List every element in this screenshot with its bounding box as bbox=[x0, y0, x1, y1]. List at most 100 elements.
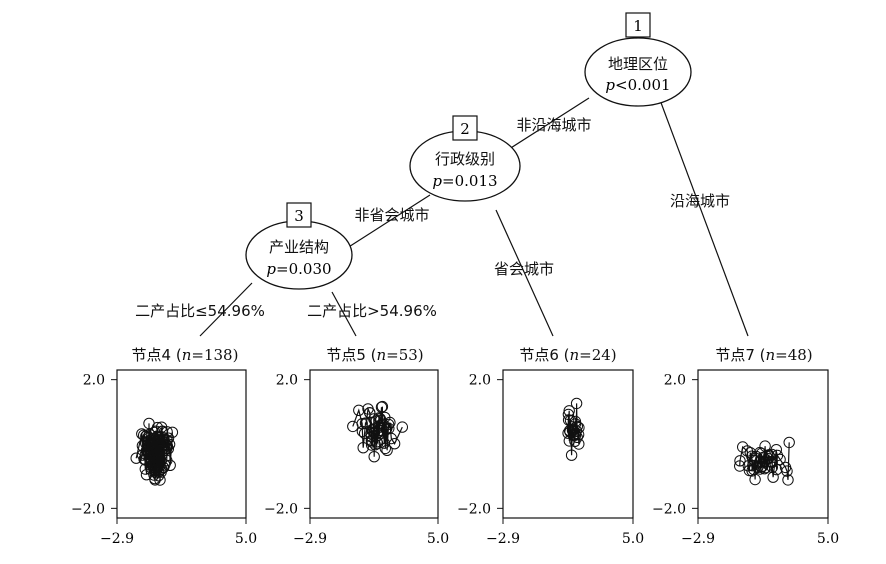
x-tick-label: −2.9 bbox=[293, 531, 327, 547]
data-point bbox=[766, 455, 778, 468]
data-point bbox=[357, 442, 369, 454]
node-id-box bbox=[625, 12, 651, 38]
leaf-prefix: 节点7 ( bbox=[715, 346, 765, 364]
data-point bbox=[148, 446, 160, 458]
data-point bbox=[734, 460, 746, 472]
x-tick-label: 5.0 bbox=[622, 531, 644, 547]
data-point bbox=[143, 432, 155, 444]
leaf-title-5: 节点5 (n=53) bbox=[326, 346, 423, 364]
p-symbol: p bbox=[266, 260, 276, 278]
data-point bbox=[353, 404, 365, 416]
data-point bbox=[565, 449, 578, 461]
node-ellipse bbox=[584, 37, 692, 107]
scatter-panel-node-6: 2.0 −2.0 −2.9 5.0 bbox=[457, 369, 644, 547]
panel-frame bbox=[502, 369, 634, 519]
panel-frame bbox=[116, 369, 247, 519]
data-point bbox=[774, 453, 786, 466]
edge-3-5 bbox=[331, 291, 357, 337]
data-point bbox=[781, 465, 793, 477]
fit-line bbox=[352, 406, 403, 457]
p-op: = bbox=[442, 172, 455, 190]
data-point bbox=[396, 421, 408, 433]
data-point bbox=[572, 428, 585, 441]
data-point bbox=[374, 413, 386, 425]
data-point bbox=[143, 428, 156, 441]
data-point bbox=[757, 457, 769, 469]
y-tick-label: 2.0 bbox=[276, 373, 298, 389]
data-point bbox=[375, 401, 388, 413]
data-point bbox=[379, 411, 391, 424]
node-id: 2 bbox=[460, 120, 470, 138]
edge-label-secondary-gt: 二产占比>54.96% bbox=[307, 302, 437, 320]
data-point bbox=[152, 461, 164, 474]
edge-2-3 bbox=[343, 194, 431, 251]
edge-label-secondary-le: 二产占比≤54.96% bbox=[135, 302, 265, 320]
data-point bbox=[371, 437, 384, 450]
node-id-box bbox=[286, 202, 312, 228]
data-point bbox=[758, 463, 771, 475]
n-symbol: n bbox=[376, 346, 386, 364]
data-point bbox=[166, 426, 179, 438]
leaf-prefix: 节点5 ( bbox=[326, 346, 376, 364]
edge-label-non-capital: 非省会城市 bbox=[354, 206, 429, 224]
leaf-prefix: 节点6 ( bbox=[519, 346, 569, 364]
node-pvalue: p=0.030 bbox=[266, 260, 331, 278]
data-point bbox=[130, 452, 142, 464]
node-title: 行政级别 bbox=[435, 150, 495, 168]
edge-3-4 bbox=[199, 282, 253, 337]
data-point bbox=[138, 429, 150, 441]
tree-node-2: 2 行政级别 p=0.013 bbox=[409, 115, 521, 202]
leaf-scatter-panels: 2.0 −2.0 −2.9 5.0 2.0 −2.0 −2.9 5.0 2.0 −2.0 −2.9 5… bbox=[71, 369, 839, 547]
n-symbol: n bbox=[765, 346, 775, 364]
node-title: 产业结构 bbox=[269, 238, 329, 256]
data-point bbox=[148, 451, 161, 463]
node-id: 3 bbox=[294, 207, 304, 225]
leaf-titles: 节点4 (n=138) 节点5 (n=53) 节点6 (n=24) 节点7 (n… bbox=[132, 346, 813, 364]
y-tick-label: −2.0 bbox=[71, 501, 105, 517]
p-value: 0.030 bbox=[289, 260, 332, 278]
edge-2-6 bbox=[495, 209, 554, 337]
data-point bbox=[161, 426, 173, 438]
data-point bbox=[372, 429, 385, 441]
data-point bbox=[163, 438, 176, 451]
y-tick-label: 2.0 bbox=[664, 373, 686, 389]
data-point bbox=[161, 454, 173, 467]
panel-frame bbox=[697, 369, 829, 519]
node-pvalue: p=0.013 bbox=[432, 172, 497, 190]
data-point bbox=[564, 414, 577, 426]
tree-node-3: 3 产业结构 p=0.030 bbox=[245, 202, 353, 290]
data-point bbox=[569, 415, 582, 428]
y-tick-label: −2.0 bbox=[264, 501, 298, 517]
data-point bbox=[381, 444, 393, 456]
edge-labels: 非沿海城市 沿海城市 非省会城市 省会城市 二产占比≤54.96% 二产占比>5… bbox=[135, 116, 730, 320]
node-id: 1 bbox=[633, 17, 643, 35]
data-point bbox=[368, 451, 380, 463]
data-point bbox=[767, 471, 779, 483]
leaf-prefix: 节点4 ( bbox=[132, 346, 182, 364]
y-tick-label: 2.0 bbox=[469, 373, 491, 389]
n-value: =138) bbox=[191, 346, 238, 364]
data-point bbox=[782, 474, 794, 486]
data-point bbox=[766, 448, 778, 461]
edge-label-non-coastal: 非沿海城市 bbox=[516, 116, 591, 134]
edge-label-coastal: 沿海城市 bbox=[670, 192, 730, 210]
x-tick-label: 5.0 bbox=[817, 531, 839, 547]
data-point bbox=[754, 463, 766, 475]
edge-label-capital: 省会城市 bbox=[494, 260, 554, 278]
data-point bbox=[358, 427, 371, 440]
data-point bbox=[566, 421, 578, 433]
data-point bbox=[749, 454, 761, 466]
y-tick-label: 2.0 bbox=[83, 373, 105, 389]
node-pvalue: p<0.001 bbox=[605, 76, 670, 94]
scatter-panel-node-4: 2.0 −2.0 −2.9 5.0 bbox=[71, 369, 257, 547]
p-op: < bbox=[615, 76, 628, 94]
leaf-title-7: 节点7 (n=48) bbox=[715, 346, 812, 364]
n-symbol: n bbox=[182, 346, 192, 364]
tree-node-1: 1 地理区位 p<0.001 bbox=[584, 12, 692, 107]
data-point bbox=[734, 455, 746, 467]
data-point bbox=[570, 397, 583, 410]
x-tick-label: 5.0 bbox=[235, 531, 257, 547]
node-title: 地理区位 bbox=[608, 55, 668, 73]
p-symbol: p bbox=[432, 172, 442, 190]
x-tick-label: −2.9 bbox=[486, 531, 520, 547]
